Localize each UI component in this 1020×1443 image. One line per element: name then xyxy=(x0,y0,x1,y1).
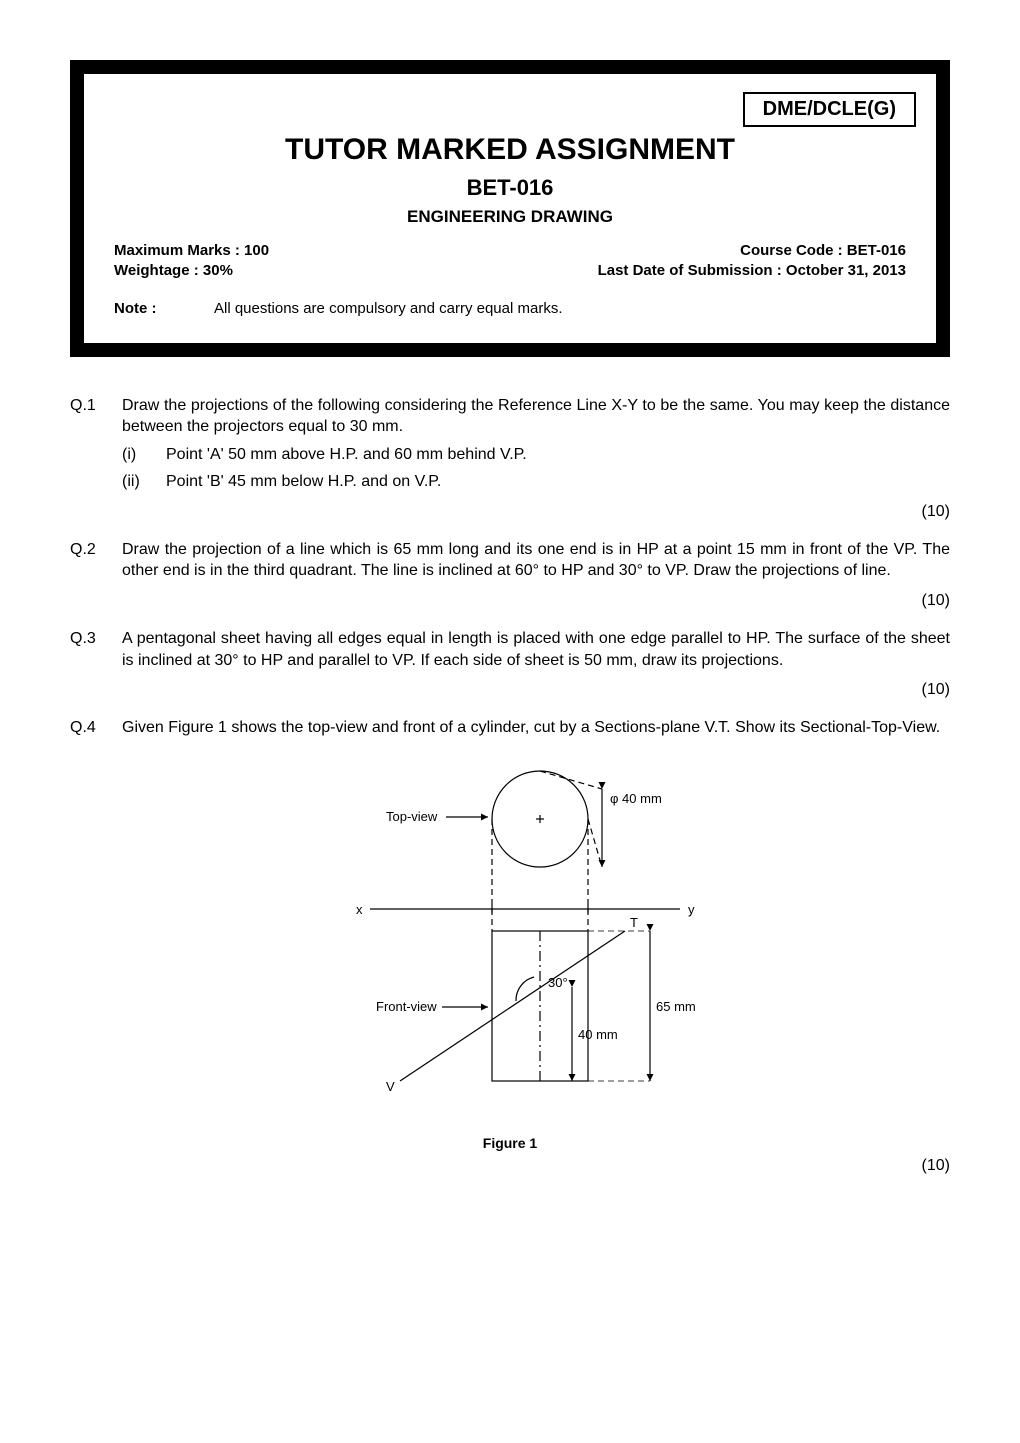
note-text: All questions are compulsory and carry e… xyxy=(214,300,563,317)
assignment-header: DME/DCLE(G) TUTOR MARKED ASSIGNMENT BET-… xyxy=(70,60,950,357)
q1-body: Draw the projections of the following co… xyxy=(122,395,950,493)
svg-text:T: T xyxy=(630,915,638,930)
figure-1: φ 40 mm Top-view x y V T 30° Front-view 40 mm 65 … xyxy=(70,749,950,1129)
svg-text:y: y xyxy=(688,902,695,917)
q2-marks: (10) xyxy=(70,592,950,610)
note-label: Note : xyxy=(114,300,184,317)
q4-marks: (10) xyxy=(70,1157,950,1175)
svg-text:x: x xyxy=(356,902,363,917)
question-3: Q.3 A pentagonal sheet having all edges … xyxy=(70,628,950,671)
q2-text: Draw the projection of a line which is 6… xyxy=(122,539,950,582)
main-title: TUTOR MARKED ASSIGNMENT xyxy=(104,133,916,167)
weightage: Weightage : 30% xyxy=(114,261,269,281)
figure-svg: φ 40 mm Top-view x y V T 30° Front-view 40 mm 65 … xyxy=(290,749,730,1129)
meta-left: Maximum Marks : 100 Weightage : 30% xyxy=(114,241,269,282)
svg-text:φ 40 mm: φ 40 mm xyxy=(610,791,662,806)
svg-text:65 mm: 65 mm xyxy=(656,999,696,1014)
course-code: Course Code : BET-016 xyxy=(598,241,906,261)
question-1: Q.1 Draw the projections of the followin… xyxy=(70,395,950,493)
q4-text: Given Figure 1 shows the top-view and fr… xyxy=(122,717,950,739)
svg-text:V: V xyxy=(386,1079,395,1094)
q1-sub-ii-num: (ii) xyxy=(122,471,156,493)
meta-row: Maximum Marks : 100 Weightage : 30% Cour… xyxy=(114,241,906,282)
svg-text:Top-view: Top-view xyxy=(386,809,438,824)
note-row: Note : All questions are compulsory and … xyxy=(114,300,906,317)
svg-text:Front-view: Front-view xyxy=(376,999,437,1014)
q1-sub-ii-text: Point 'B' 45 mm below H.P. and on V.P. xyxy=(166,471,441,493)
q1-marks: (10) xyxy=(70,503,950,521)
q2-num: Q.2 xyxy=(70,539,112,582)
q1-sub-i: (i) Point 'A' 50 mm above H.P. and 60 mm… xyxy=(122,444,950,466)
course-name: ENGINEERING DRAWING xyxy=(104,207,916,227)
q1-sub-i-num: (i) xyxy=(122,444,156,466)
svg-text:30°: 30° xyxy=(548,975,568,990)
q3-text: A pentagonal sheet having all edges equa… xyxy=(122,628,950,671)
q1-text: Draw the projections of the following co… xyxy=(122,395,950,438)
course-tag-row: DME/DCLE(G) xyxy=(104,92,916,127)
svg-text:40 mm: 40 mm xyxy=(578,1027,618,1042)
max-marks: Maximum Marks : 100 xyxy=(114,241,269,261)
figure-caption: Figure 1 xyxy=(70,1135,950,1151)
sub-title: BET-016 xyxy=(104,175,916,201)
q4-num: Q.4 xyxy=(70,717,112,739)
q1-sub-i-text: Point 'A' 50 mm above H.P. and 60 mm beh… xyxy=(166,444,527,466)
question-2: Q.2 Draw the projection of a line which … xyxy=(70,539,950,582)
question-4: Q.4 Given Figure 1 shows the top-view an… xyxy=(70,717,950,739)
q1-sub-ii: (ii) Point 'B' 45 mm below H.P. and on V… xyxy=(122,471,950,493)
meta-right: Course Code : BET-016 Last Date of Submi… xyxy=(598,241,906,282)
q1-num: Q.1 xyxy=(70,395,112,493)
q3-marks: (10) xyxy=(70,681,950,699)
course-tag: DME/DCLE(G) xyxy=(743,92,916,127)
last-date: Last Date of Submission : October 31, 20… xyxy=(598,261,906,281)
q3-num: Q.3 xyxy=(70,628,112,671)
